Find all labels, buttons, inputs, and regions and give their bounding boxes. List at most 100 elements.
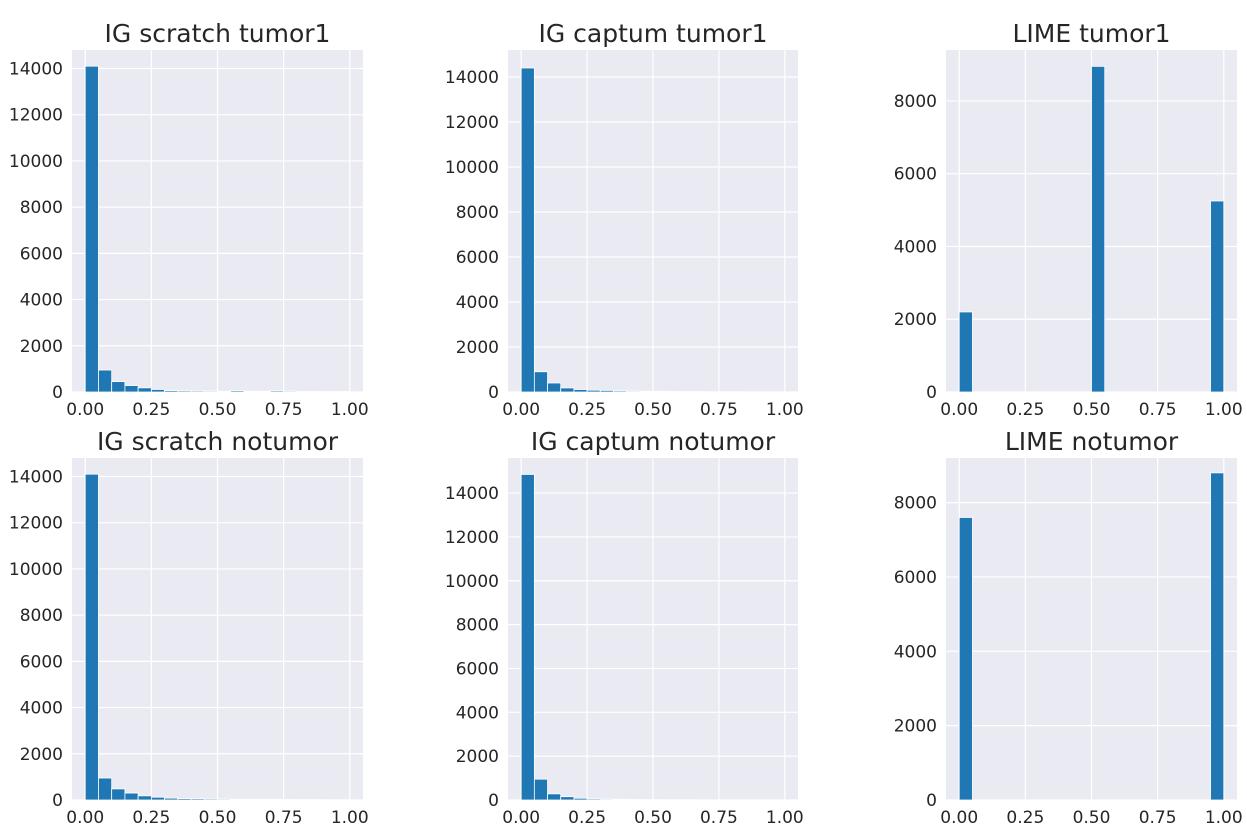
histogram-bar — [296, 391, 311, 393]
panel-title: LIME tumor1 — [1012, 19, 1170, 48]
x-tick-label: 0.25 — [132, 808, 170, 828]
histogram-bar — [520, 67, 535, 393]
histogram-bar — [599, 390, 614, 393]
histogram-bar — [1091, 65, 1106, 393]
y-tick-label: 0 — [52, 383, 63, 403]
histogram-bar — [111, 381, 126, 393]
x-tick-label: 0.00 — [502, 400, 540, 420]
histogram-bar — [533, 778, 548, 801]
y-tick-label: 2000 — [894, 717, 937, 737]
histogram-bar — [270, 390, 285, 393]
panel-title: IG captum notumor — [531, 427, 776, 456]
y-tick-label: 10000 — [9, 560, 63, 580]
y-tick-label: 8000 — [20, 198, 63, 218]
x-tick-label: 0.25 — [1006, 400, 1044, 420]
histogram-bar — [626, 390, 641, 393]
x-tick-label: 0.25 — [568, 400, 606, 420]
y-tick-label: 8000 — [456, 203, 499, 223]
x-tick-label: 0.50 — [199, 400, 237, 420]
y-tick-label: 4000 — [894, 642, 937, 662]
y-tick-label: 0 — [926, 383, 937, 403]
y-tick-label: 6000 — [456, 248, 499, 268]
y-tick-label: 14000 — [445, 68, 499, 88]
x-tick-label: 0.00 — [66, 400, 104, 420]
histogram-bar — [613, 798, 628, 801]
x-tick-label: 0.50 — [199, 808, 237, 828]
y-tick-label: 4000 — [456, 293, 499, 313]
histogram-bar — [626, 799, 641, 801]
y-tick-label: 4000 — [894, 237, 937, 257]
histogram-bar — [111, 788, 126, 801]
histogram-bar — [533, 371, 548, 393]
y-tick-label: 10000 — [445, 158, 499, 178]
histogram-bar — [84, 473, 99, 801]
histogram-bar — [652, 390, 667, 393]
histogram-bar — [309, 391, 324, 393]
histogram-bar — [243, 798, 258, 801]
x-tick-label: 0.25 — [132, 400, 170, 420]
histogram-bar — [124, 792, 139, 801]
x-tick-label: 0.50 — [634, 808, 672, 828]
x-tick-label: 0.75 — [265, 808, 303, 828]
y-tick-label: 6000 — [894, 568, 937, 588]
x-tick-label: 0.75 — [1139, 808, 1177, 828]
histogram-bar — [137, 795, 152, 801]
x-tick-label: 1.00 — [331, 808, 369, 828]
y-tick-label: 12000 — [9, 106, 63, 126]
panel-lime-tumor1: 0.00 0.25 0.50 0.75 1.00 0 2000 4000 6000 8000 LIM… — [894, 19, 1243, 420]
histogram-bar — [958, 517, 973, 801]
panel-title: IG scratch tumor1 — [105, 19, 331, 48]
panel-title: LIME notumor — [1005, 427, 1179, 456]
histogram-bar — [586, 798, 601, 801]
x-tick-label: 0.25 — [568, 808, 606, 828]
x-tick-label: 0.75 — [700, 808, 738, 828]
y-tick-label: 0 — [488, 383, 499, 403]
histogram-bar — [958, 311, 973, 393]
panel-lime-notumor: 0.00 0.25 0.50 0.75 1.00 0 2000 4000 6000 8000 LIM… — [894, 427, 1243, 828]
histogram-bar — [203, 798, 218, 801]
histogram-bar — [560, 796, 575, 801]
histogram-bar — [256, 798, 271, 801]
histogram-bar — [230, 798, 245, 801]
histogram-bar — [137, 387, 152, 393]
histogram-bar — [283, 390, 298, 393]
histogram-bar — [84, 65, 99, 393]
y-tick-label: 14000 — [9, 59, 63, 79]
y-tick-label: 0 — [926, 791, 937, 811]
x-tick-label: 1.00 — [1205, 400, 1243, 420]
histogram-bar — [243, 390, 258, 393]
x-tick-label: 1.00 — [1205, 808, 1243, 828]
histogram-bar — [573, 389, 588, 393]
x-tick-label: 1.00 — [766, 808, 804, 828]
y-tick-label: 12000 — [445, 113, 499, 133]
panel-title: IG captum tumor1 — [538, 19, 767, 48]
x-tick-label: 0.50 — [1073, 808, 1111, 828]
histogram-bar — [1210, 472, 1225, 801]
histogram-bar — [1210, 200, 1225, 393]
y-tick-label: 8000 — [456, 616, 499, 636]
x-tick-label: 0.00 — [502, 808, 540, 828]
histogram-bar — [586, 389, 601, 393]
histogram-bar — [283, 799, 298, 801]
y-tick-label: 2000 — [456, 747, 499, 767]
histogram-bar — [190, 798, 205, 801]
y-tick-label: 6000 — [20, 244, 63, 264]
histogram-bar — [256, 390, 271, 393]
y-tick-label: 4000 — [20, 699, 63, 719]
panel-ig-scratch-notumor: 0.00 0.25 0.50 0.75 1.00 0 2000 4000 6000 8000 100… — [9, 427, 369, 828]
histogram-bar — [164, 390, 179, 393]
histogram-bar — [270, 798, 285, 801]
y-tick-label: 6000 — [894, 165, 937, 185]
panel-ig-captum-notumor: 0.00 0.25 0.50 0.75 1.00 0 2000 4000 6000 8000 100… — [445, 427, 804, 828]
histogram-bar — [164, 797, 179, 801]
histogram-bar — [639, 390, 654, 393]
y-tick-label: 8000 — [20, 606, 63, 626]
histogram-bar — [150, 389, 165, 393]
y-tick-label: 12000 — [445, 528, 499, 548]
histogram-bar — [613, 390, 628, 393]
x-tick-label: 0.75 — [265, 400, 303, 420]
x-tick-label: 0.75 — [700, 400, 738, 420]
y-tick-label: 6000 — [20, 652, 63, 672]
y-tick-label: 4000 — [20, 291, 63, 311]
